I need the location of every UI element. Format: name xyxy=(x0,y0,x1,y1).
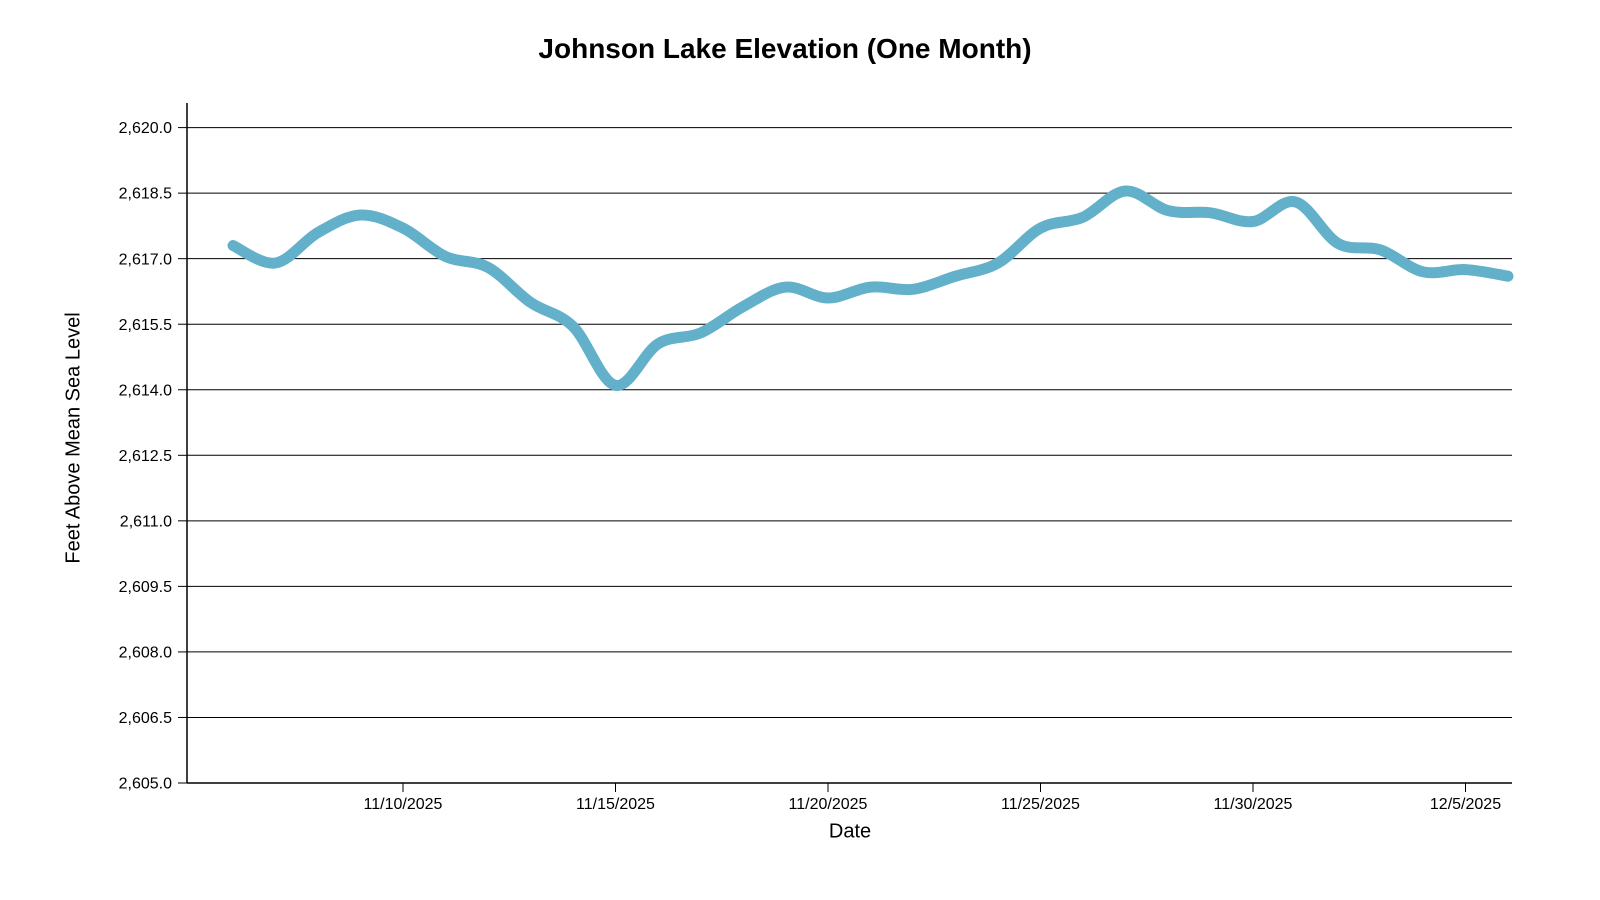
elevation-line xyxy=(227,185,1514,391)
y-tick-label: 2,615.5 xyxy=(119,317,172,334)
y-tick-label: 2,618.5 xyxy=(119,186,172,203)
x-tick-label: 11/15/2025 xyxy=(576,796,655,813)
y-tick-label: 2,620.0 xyxy=(119,120,172,137)
y-tick-label: 2,606.5 xyxy=(119,710,172,727)
y-tick-label: 2,617.0 xyxy=(119,251,172,268)
y-tick-label: 2,614.0 xyxy=(119,382,172,399)
x-axis-title: Date xyxy=(828,820,872,843)
y-tick-label: 2,608.0 xyxy=(119,645,172,662)
chart-title: Johnson Lake Elevation (One Month) xyxy=(538,33,1032,64)
x-tick-label: 11/20/2025 xyxy=(789,796,868,813)
x-tick-label: 11/25/2025 xyxy=(1001,796,1080,813)
y-tick-label: 2,609.5 xyxy=(119,579,172,596)
x-tick-label: 12/5/2025 xyxy=(1430,796,1501,813)
y-tick-label: 2,605.0 xyxy=(119,776,172,793)
x-tick-label: 11/30/2025 xyxy=(1214,796,1293,813)
y-tick-label: 2,612.5 xyxy=(119,448,172,465)
y-axis-title: Feet Above Mean Sea Level xyxy=(62,312,85,564)
y-tick-label: 2,611.0 xyxy=(120,513,172,530)
x-tick-label: 11/10/2025 xyxy=(364,796,443,813)
